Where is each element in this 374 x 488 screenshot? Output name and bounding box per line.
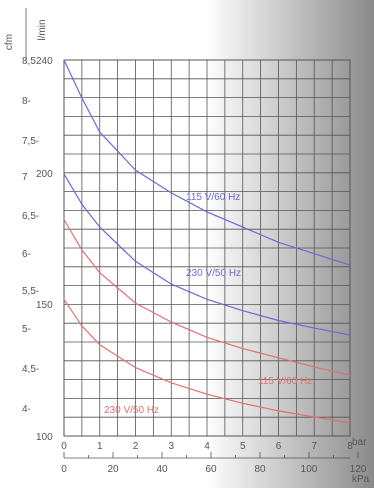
x-axis-kpa-label: kPa (352, 474, 370, 485)
cfm-tick-label: 6- (22, 249, 31, 260)
kpa-tick-label: 0 (61, 464, 67, 475)
bar-tick-label: 8 (347, 441, 353, 452)
bar-tick-label: 6 (276, 441, 282, 452)
series-labels: 115 V/60 Hz 230 V/50 Hz 115 V/60 Hz 230 V/5… (104, 192, 312, 416)
bar-tick-label: 7 (311, 441, 317, 452)
series-curve (63, 219, 351, 376)
cfm-tick-label: 8,5 (22, 56, 36, 67)
cfm-tick-label: 8- (22, 96, 31, 107)
kpa-tick-label: 60 (205, 464, 217, 475)
cfm-tick-label: 5,5- (22, 286, 39, 297)
series-label: 230 V/50 Hz (186, 268, 241, 279)
bar-tick-label: 1 (97, 441, 103, 452)
cfm-tick-label: 7,5- (22, 136, 39, 147)
kpa-tick-label: 80 (254, 464, 266, 475)
lmin-tick-label: 100 (36, 432, 53, 443)
bar-tick-label: 3 (168, 441, 174, 452)
series-label: 115 V/60 Hz (258, 376, 312, 387)
bar-tick-label: 2 (133, 441, 139, 452)
cfm-tick-label: 4,5- (22, 364, 39, 375)
y-axis-cfm-label: cfm (4, 34, 15, 50)
cfm-tick-label: 7 (22, 172, 28, 183)
cfm-tick-label: 5- (22, 324, 31, 335)
lmin-tick-label: 240 (36, 56, 53, 67)
kpa-tick-label: 20 (107, 464, 119, 475)
kpa-tick-label: 120 (350, 464, 367, 475)
y-axis-lmin-label: l/min (37, 19, 48, 40)
bar-tick-label: 5 (240, 441, 246, 452)
series-curve (63, 59, 351, 266)
series-curve (63, 298, 351, 424)
plot-frame (63, 59, 351, 437)
lmin-tick-label: 200 (36, 169, 53, 180)
tick-labels: 0 1 2 3 4 5 6 7 80 20 40 60 80 100 1208,58-7,5-76,5-6-… (22, 56, 367, 475)
x-axis-bar-label: bar (352, 437, 367, 448)
bar-tick-label: 4 (204, 441, 210, 452)
cfm-tick-label: 4- (22, 404, 31, 415)
lmin-tick-label: 150 (36, 300, 53, 311)
kpa-tick-label: 40 (156, 464, 168, 475)
bar-tick-label: 0 (61, 441, 67, 452)
cfm-tick-label: 6,5- (22, 211, 39, 222)
series-label: 230 V/50 Hz (104, 405, 159, 416)
series-label: 115 V/60 Hz (186, 192, 240, 203)
series-curve (63, 173, 351, 336)
kpa-tick-label: 100 (301, 464, 318, 475)
curves (63, 59, 351, 424)
